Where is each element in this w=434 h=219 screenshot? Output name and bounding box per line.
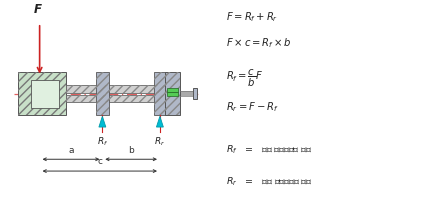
Bar	[193, 88, 197, 99]
Bar	[66, 95, 165, 102]
Bar	[96, 72, 109, 115]
Bar	[66, 95, 165, 102]
Bar	[180, 91, 193, 96]
Text: b: b	[128, 146, 134, 155]
Bar	[165, 72, 180, 115]
Bar	[66, 85, 165, 93]
Bar	[154, 72, 167, 115]
Bar	[18, 72, 66, 115]
Text: a: a	[68, 146, 74, 155]
Text: $R_r$   =   후방 자기베어링 반력: $R_r$ = 후방 자기베어링 반력	[226, 175, 312, 188]
Text: $F \times c = R_f \times b$: $F \times c = R_f \times b$	[226, 36, 291, 49]
Bar	[165, 72, 180, 115]
Text: c: c	[97, 157, 102, 166]
Text: $R_f = \dfrac{c}{b}F$: $R_f = \dfrac{c}{b}F$	[226, 68, 263, 89]
Polygon shape	[156, 116, 163, 127]
Text: $R_r = F - R_f$: $R_r = F - R_f$	[226, 100, 278, 114]
Bar	[31, 80, 59, 108]
Bar	[96, 72, 109, 115]
Bar	[167, 88, 178, 92]
Bar	[66, 85, 165, 93]
Text: $R_f$: $R_f$	[97, 136, 108, 148]
Text: $F = R_f + R_r$: $F = R_f + R_r$	[226, 10, 278, 24]
Bar	[154, 72, 167, 115]
Text: F: F	[33, 4, 42, 16]
Polygon shape	[99, 116, 106, 127]
Text: $R_f$   =   전방 자기베어링 반력: $R_f$ = 전방 자기베어링 반력	[226, 143, 312, 156]
Text: $R_r$: $R_r$	[155, 136, 165, 148]
Bar	[167, 92, 178, 96]
Bar	[18, 72, 66, 115]
